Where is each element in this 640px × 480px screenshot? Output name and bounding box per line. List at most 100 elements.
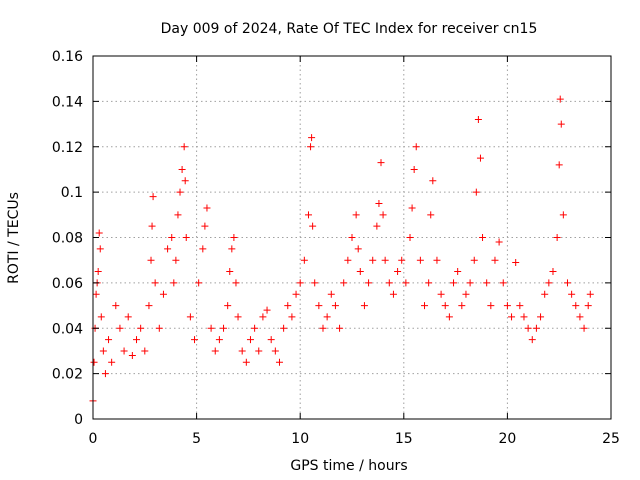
data-point — [159, 290, 167, 298]
x-tick-label: 25 — [602, 431, 620, 447]
data-point — [472, 188, 480, 196]
data-point — [178, 165, 186, 173]
data-point — [147, 256, 155, 264]
data-point — [553, 234, 561, 241]
data-point — [275, 358, 283, 366]
data-point — [495, 238, 503, 246]
data-points — [89, 95, 594, 405]
data-point — [304, 211, 312, 219]
data-point — [563, 279, 571, 287]
data-point — [352, 211, 360, 219]
data-point — [476, 154, 484, 162]
data-point — [296, 279, 304, 287]
y-tick-label: 0.14 — [52, 94, 83, 110]
y-tick-label: 0.06 — [52, 276, 83, 292]
x-tick-label: 20 — [498, 431, 516, 447]
data-point — [292, 290, 300, 298]
data-point — [120, 347, 128, 355]
data-point — [90, 358, 98, 366]
y-tick-label: 0.12 — [52, 140, 83, 156]
data-point — [224, 302, 232, 310]
data-point — [230, 234, 238, 241]
data-point — [271, 347, 279, 355]
data-point — [541, 290, 549, 298]
data-point — [555, 161, 563, 169]
data-point — [300, 256, 308, 264]
data-point — [336, 324, 344, 332]
data-point — [176, 188, 184, 196]
data-point — [479, 234, 487, 241]
data-point — [199, 245, 207, 253]
data-point — [532, 324, 540, 332]
data-point — [545, 279, 553, 287]
data-point — [340, 279, 348, 287]
data-point — [398, 256, 406, 264]
data-point — [458, 302, 466, 310]
data-point — [568, 290, 576, 298]
y-tick-label: 0 — [74, 412, 83, 428]
data-point — [556, 95, 564, 103]
data-point — [462, 290, 470, 298]
data-point — [427, 211, 435, 219]
data-point — [377, 159, 385, 167]
data-point — [537, 313, 545, 321]
data-point — [348, 234, 356, 241]
data-point — [280, 324, 288, 332]
data-point — [94, 268, 102, 276]
x-tick-label: 5 — [192, 431, 201, 447]
data-point — [466, 279, 474, 287]
y-axis-label: ROTI / TECUs — [6, 192, 22, 284]
data-point — [137, 324, 145, 332]
data-point — [483, 279, 491, 287]
data-point — [450, 279, 458, 287]
data-point — [356, 268, 364, 276]
data-point — [549, 268, 557, 276]
data-point — [124, 313, 132, 321]
data-point — [365, 279, 373, 287]
x-tick-label: 15 — [395, 431, 413, 447]
data-point — [311, 279, 319, 287]
data-point — [584, 302, 592, 310]
data-point — [354, 245, 362, 253]
data-point — [385, 279, 393, 287]
data-point — [133, 336, 141, 344]
data-point — [491, 256, 499, 264]
data-point — [410, 165, 418, 173]
data-point — [433, 256, 441, 264]
data-point — [516, 302, 524, 310]
data-point — [201, 222, 209, 230]
data-point — [172, 256, 180, 264]
data-point — [421, 302, 429, 310]
x-axis-label: GPS time / hours — [290, 458, 407, 474]
data-point — [470, 256, 478, 264]
data-point — [520, 313, 528, 321]
data-point — [445, 313, 453, 321]
data-point — [412, 143, 420, 151]
data-point — [508, 313, 516, 321]
data-point — [528, 336, 536, 344]
x-tick-label: 10 — [291, 431, 309, 447]
data-point — [207, 324, 215, 332]
data-point — [394, 268, 402, 276]
data-point — [503, 302, 511, 310]
data-point — [307, 143, 315, 151]
y-tick-label: 0.04 — [52, 321, 83, 337]
data-point — [309, 222, 317, 230]
data-point — [408, 204, 416, 212]
data-point — [182, 234, 190, 241]
y-axis-tick-labels: 0 0.02 0.04 0.06 0.08 0.1 0.12 0.14 0.16 — [52, 49, 83, 428]
chart-title: Day 009 of 2024, Rate Of TEC Index for r… — [161, 21, 538, 37]
data-point — [406, 234, 414, 241]
data-point — [402, 279, 410, 287]
axis-ticks — [92, 55, 612, 420]
data-point — [168, 234, 176, 241]
data-point — [389, 290, 397, 298]
data-point — [572, 302, 580, 310]
data-point — [149, 193, 157, 201]
data-point — [92, 290, 100, 298]
data-point — [255, 347, 263, 355]
data-point — [487, 302, 495, 310]
data-point — [151, 279, 159, 287]
y-tick-label: 0.16 — [52, 49, 83, 65]
data-point — [369, 256, 377, 264]
